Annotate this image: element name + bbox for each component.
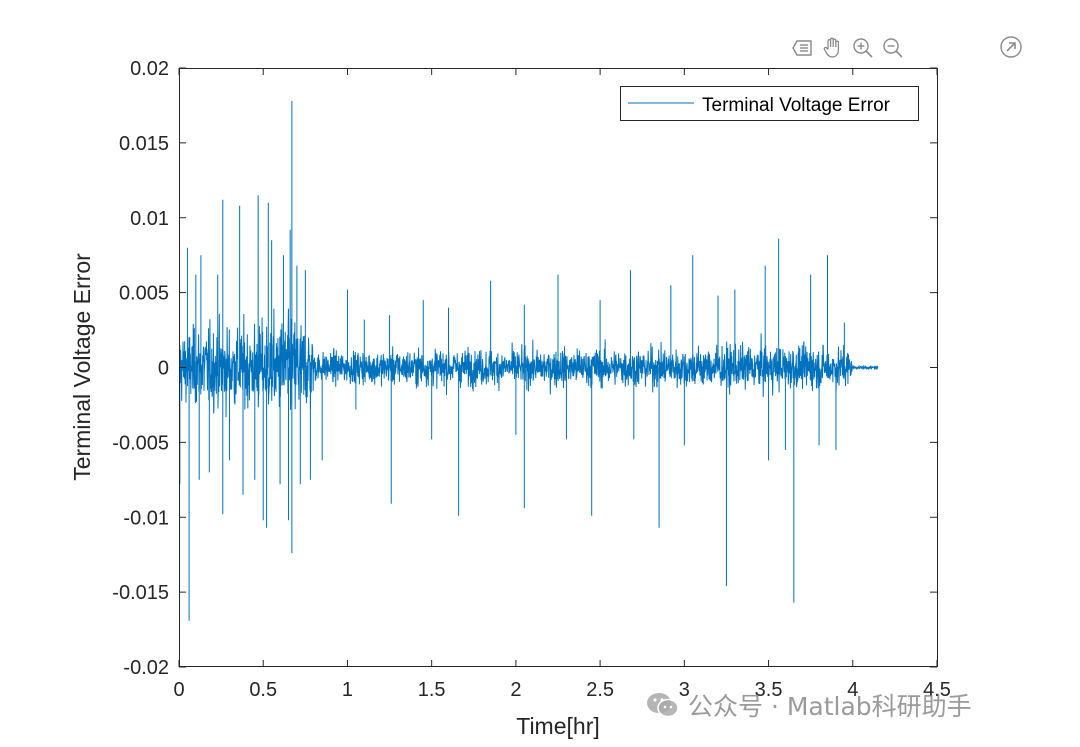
x-tick-labels: 0 0.5 1 1.5 2 2.5 3 3.5 4 4.5: [173, 679, 950, 701]
y-tick-label: 0.02: [130, 58, 169, 80]
y-tick-label: 0.015: [119, 133, 169, 155]
x-tick-label: 4.5: [923, 679, 951, 701]
x-tick-label: 2.5: [586, 679, 614, 701]
x-tick-label: 4: [847, 679, 858, 701]
data-tips-icon: [792, 40, 812, 56]
x-tick-label: 1: [342, 679, 353, 701]
x-tick-label: 3.5: [755, 679, 783, 701]
watermark-text: 公众号 · Matlab科研助手: [688, 692, 972, 721]
x-axis-label: Time[hr]: [516, 713, 600, 739]
legend-entry: Terminal Voltage Error: [702, 95, 891, 116]
pan-button[interactable]: [818, 33, 848, 63]
y-tick-labels: -0.02 -0.015 -0.01 -0.005 0 0.005 0.01 0.015 0.0…: [112, 58, 169, 679]
y-tick-label: -0.02: [123, 657, 169, 679]
y-tick-label: -0.01: [123, 507, 169, 529]
watermark: 公众号 · Matlab科研助手: [646, 688, 972, 722]
y-tick-label: 0.01: [130, 208, 169, 230]
x-tick-label: 3: [679, 679, 690, 701]
y-axis-label: Terminal Voltage Error: [69, 253, 95, 481]
ticks-group: [178, 67, 938, 668]
x-tick-label: 0: [173, 679, 184, 701]
zoom-out-button[interactable]: [878, 33, 908, 63]
axes-toolbar: [788, 32, 908, 64]
x-tick-label: 2: [510, 679, 521, 701]
legend[interactable]: Terminal Voltage Error: [620, 86, 919, 121]
y-tick-label: 0: [158, 358, 169, 380]
y-tick-label: 0.005: [119, 283, 169, 305]
series-line-terminal-voltage-error: [179, 308, 879, 418]
y-tick-label: -0.005: [112, 432, 169, 454]
x-tick-label: 1.5: [418, 679, 446, 701]
wechat-logo-icon: [647, 693, 679, 718]
y-tick-label: -0.015: [112, 582, 169, 604]
export-arrow-icon: [1000, 36, 1022, 58]
zoom-in-icon: [853, 38, 873, 58]
x-tick-label: 0.5: [249, 679, 277, 701]
data-tips-button[interactable]: [788, 33, 818, 63]
export-button[interactable]: [996, 32, 1026, 62]
zoom-out-icon: [883, 38, 903, 58]
zoom-in-button[interactable]: [848, 33, 878, 63]
hand-icon: [823, 37, 840, 58]
